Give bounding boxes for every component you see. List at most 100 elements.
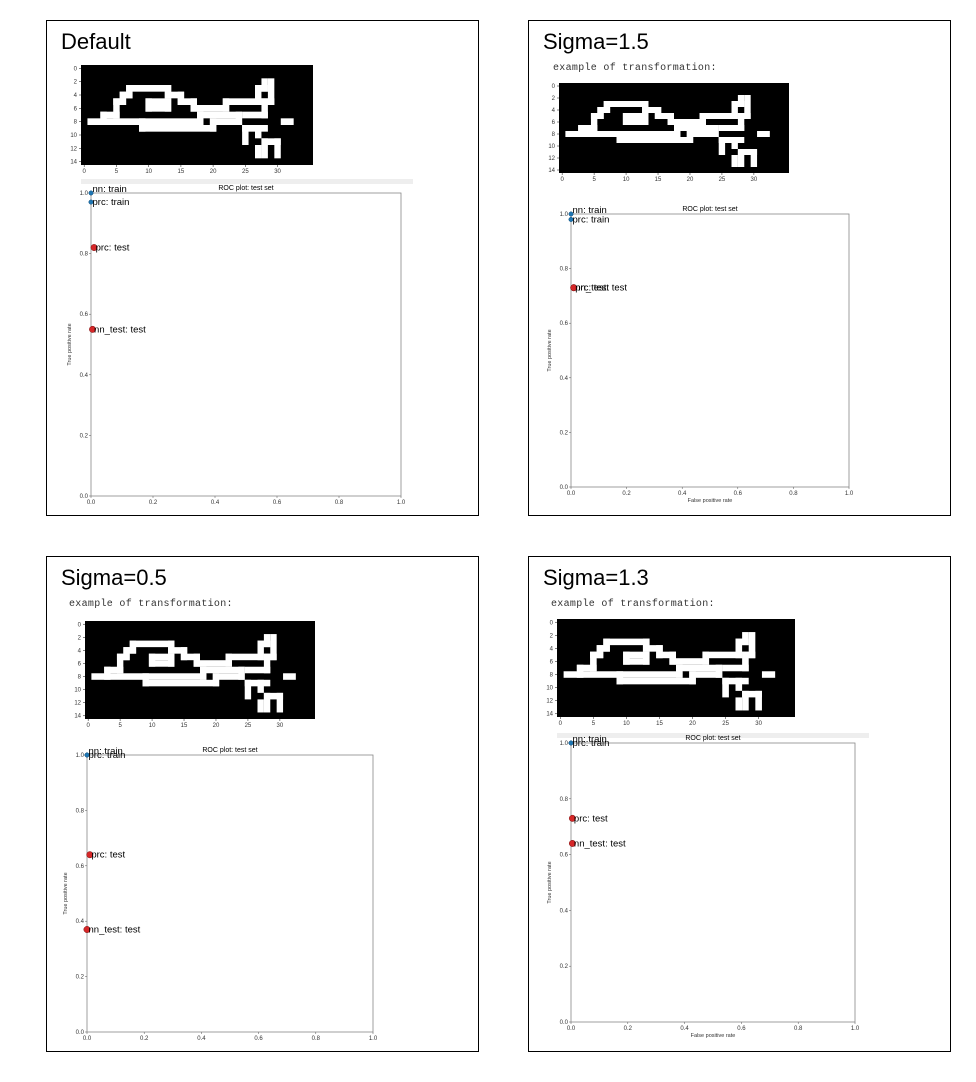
x-tick-label: 0.4 (680, 1026, 689, 1032)
x-tick-label: 1.0 (845, 491, 854, 497)
digit-stroke (139, 118, 146, 132)
y-tick-label: 4 (74, 93, 78, 99)
digit-stroke (123, 647, 137, 654)
x-tick-label: 5 (118, 723, 122, 729)
digit-stroke (616, 677, 696, 685)
data-point (88, 190, 94, 196)
digit-stroke (116, 653, 130, 661)
panel-title: Sigma=1.3 (543, 565, 649, 590)
y-tick-label: 1.0 (560, 212, 569, 218)
panel-sigma-1-3: Sigma=1.3 example of transformation: 0 5 1… (528, 556, 951, 1052)
digit-stroke (656, 645, 663, 659)
y-tick-label: 12 (74, 701, 81, 707)
x-tick-label: 15 (181, 723, 188, 729)
y-tick-label: 10 (74, 688, 81, 694)
data-point-label: prc: train (573, 738, 610, 749)
digit-stroke (676, 664, 723, 672)
digit-stroke (735, 697, 743, 711)
x-tick-label: 20 (687, 177, 694, 183)
digit-stroke (755, 690, 762, 711)
y-tick-label: 0.8 (560, 797, 569, 803)
digit-stroke (257, 699, 264, 713)
x-tick-label: 0.8 (312, 1036, 321, 1042)
x-tick-label: 0.8 (335, 500, 344, 506)
y-tick-label: 0.0 (560, 1020, 569, 1026)
digit-stroke (699, 113, 738, 119)
data-point-label: prc: test (575, 283, 609, 294)
digit-stroke (242, 111, 268, 119)
digit-stroke (616, 671, 624, 685)
y-tick-label: 1.0 (560, 741, 569, 747)
data-point (83, 926, 91, 933)
x-tick-label: 10 (149, 723, 156, 729)
digit-stroke (622, 113, 649, 119)
y-tick-label: 1.0 (76, 753, 85, 759)
x-tick-label: 30 (755, 721, 762, 727)
y-tick-label: 0.4 (80, 373, 89, 379)
digit-stroke (750, 149, 758, 167)
x-tick-label: 30 (277, 723, 284, 729)
y-tick-label: 0.0 (80, 494, 89, 500)
digit-stroke (148, 660, 175, 667)
digit-stroke (761, 671, 776, 678)
x-tick-label: 0.4 (678, 491, 687, 497)
digit-stroke (238, 666, 245, 680)
digit-stroke (596, 645, 604, 659)
y-tick-label: 0.2 (560, 964, 569, 970)
digit-stroke (242, 125, 249, 145)
x-axis-label: False positive rate (691, 1033, 736, 1039)
y-axis-label: True positive rate (67, 323, 73, 365)
digit-stroke (735, 638, 743, 659)
y-tick-label: 14 (70, 160, 77, 166)
x-tick-label: 0.4 (211, 500, 220, 506)
y-tick-label: 14 (548, 168, 555, 174)
digit-image-plot: 0 5 10 15 20 25 30 0 2 4 6 8 10 12 14 (74, 621, 315, 729)
digit-stroke (642, 638, 650, 652)
digit-stroke (235, 111, 243, 125)
digit-stroke (148, 653, 175, 661)
digit-stroke (225, 653, 264, 661)
digit-stroke (702, 651, 710, 665)
digit-stroke (623, 658, 650, 665)
divider (557, 733, 869, 738)
x-tick-label: 10 (145, 169, 152, 175)
y-tick-label: 0.8 (80, 252, 89, 258)
x-tick-label: 0.0 (567, 1026, 576, 1032)
y-tick-label: 0.4 (76, 919, 85, 925)
data-point (568, 211, 574, 217)
x-tick-label: 20 (210, 169, 217, 175)
y-tick-label: 2 (552, 96, 556, 102)
y-tick-label: 8 (550, 673, 554, 679)
x-tick-label: 25 (719, 177, 726, 183)
image-caption: example of transformation: (553, 63, 717, 74)
data-point (90, 244, 98, 251)
digit-image-plot: 0 5 10 15 20 25 30 0 2 4 6 8 10 12 14 (548, 83, 789, 183)
digit-stroke (669, 658, 710, 665)
digit-stroke (596, 645, 610, 652)
panel-title: Sigma=1.5 (543, 29, 649, 54)
digit-stroke (722, 677, 729, 698)
x-tick-label: 1.0 (397, 500, 406, 506)
image-caption: example of transformation: (551, 599, 715, 610)
digit-stroke (742, 632, 749, 646)
y-tick-label: 8 (552, 132, 556, 138)
y-tick-label: 4 (78, 648, 82, 654)
y-tick-label: 0 (78, 622, 82, 628)
x-tick-label: 0.6 (734, 491, 743, 497)
x-tick-label: 0.0 (567, 491, 576, 497)
y-tick-label: 0 (552, 84, 556, 90)
y-tick-label: 0.6 (80, 312, 89, 318)
data-point-label: prc: train (573, 214, 610, 225)
digit-stroke (674, 125, 719, 131)
data-point-label: nn: train (573, 205, 607, 216)
digit-stroke (244, 679, 252, 700)
x-tick-label: 1.0 (851, 1026, 860, 1032)
y-axis-label: True positive rate (63, 872, 69, 914)
y-tick-label: 4 (550, 646, 554, 652)
chart-title: ROC plot: test set (202, 747, 257, 754)
digit-stroke (642, 107, 662, 113)
digit-stroke (274, 138, 281, 159)
x-tick-label: 15 (178, 169, 185, 175)
digit-stroke (168, 640, 175, 654)
y-tick-label: 8 (74, 120, 78, 126)
